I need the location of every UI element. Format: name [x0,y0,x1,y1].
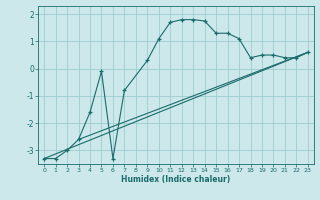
X-axis label: Humidex (Indice chaleur): Humidex (Indice chaleur) [121,175,231,184]
